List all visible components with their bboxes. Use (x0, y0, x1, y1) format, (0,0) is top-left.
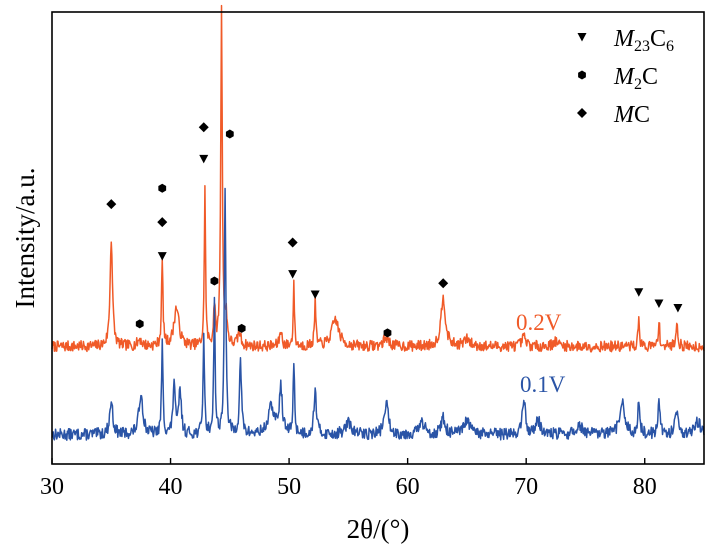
legend-marker-hexagon (578, 70, 586, 80)
series-label-1: 0.1V (520, 372, 566, 397)
peak-marker-triangle-down-5 (199, 154, 209, 164)
plot-frame (51, 11, 705, 465)
peak-marker-diamond-0 (106, 199, 117, 210)
x-axis-ticks: 30 40 50 60 70 80 (40, 458, 657, 500)
legend-entry-2: MC (613, 102, 650, 128)
x-tick-label-5: 80 (633, 474, 657, 500)
series-label-0: 0.2V (516, 310, 562, 335)
legend-marker-triangle-down (577, 33, 587, 42)
peak-markers (106, 122, 683, 338)
peak-marker-hexagon-1 (135, 319, 144, 329)
legend-entry-0: M23C6 (613, 26, 674, 55)
peak-marker-hexagon-14 (383, 328, 392, 338)
peak-marker-triangle-down-13 (310, 290, 320, 299)
peak-marker-triangle-down-11 (288, 270, 298, 279)
legend-marker-diamond (577, 108, 587, 118)
peak-marker-diamond-15 (438, 278, 449, 289)
y-axis-title: Intensity/a.u. (10, 168, 40, 309)
peak-marker-triangle-down-2 (157, 252, 167, 261)
peak-marker-hexagon-9 (225, 129, 234, 139)
x-tick-label-3: 60 (396, 474, 420, 500)
peak-marker-hexagon-7 (210, 276, 219, 286)
legend-entry-1: M2C (613, 64, 658, 93)
legend: M23C6 M2C MC (577, 26, 674, 128)
x-axis-title: 2θ/(°) (347, 514, 410, 544)
x-tick-label-0: 30 (40, 474, 64, 500)
peak-marker-hexagon-4 (158, 183, 167, 193)
series-labels: 0.2V 0.1V (516, 310, 566, 397)
x-tick-label-4: 70 (514, 474, 538, 500)
peak-marker-diamond-12 (287, 237, 298, 248)
series-line-0 (51, 4, 705, 353)
peak-marker-triangle-down-16 (634, 288, 644, 297)
peak-marker-triangle-down-17 (654, 299, 664, 309)
peak-marker-hexagon-10 (237, 323, 246, 333)
peak-marker-triangle-down-18 (673, 304, 683, 313)
peak-marker-diamond-3 (157, 217, 168, 228)
series-lines (51, 4, 705, 441)
x-tick-label-2: 50 (277, 474, 301, 500)
peak-marker-diamond-6 (198, 122, 209, 133)
series-line-1 (51, 187, 705, 441)
x-tick-label-1: 40 (159, 474, 183, 500)
